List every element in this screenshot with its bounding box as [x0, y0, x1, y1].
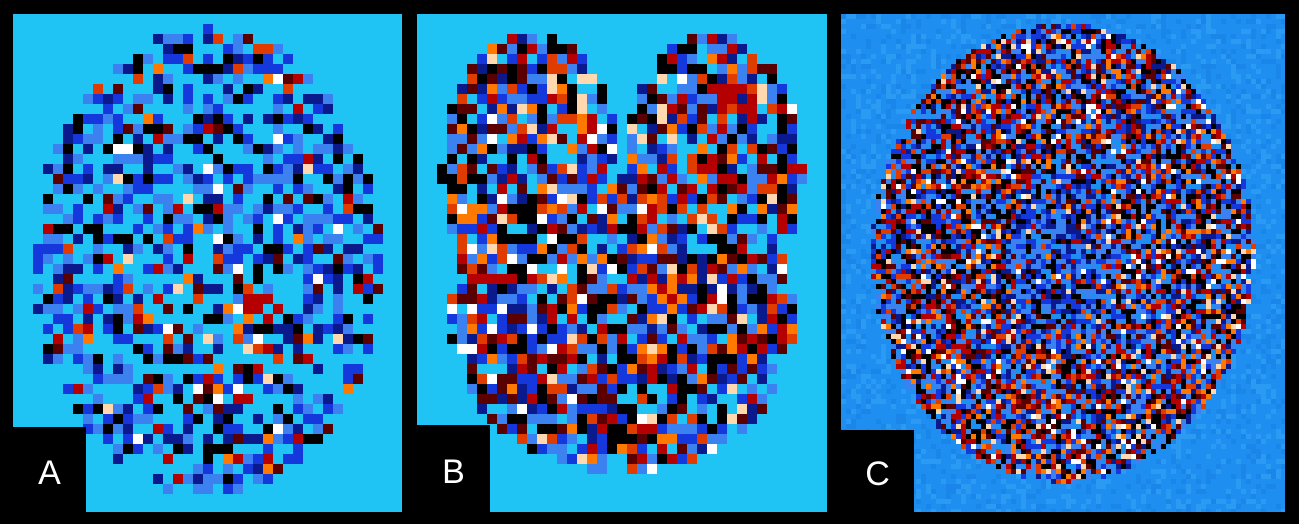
brain-map-panel-a: A: [13, 14, 402, 512]
brain-map-panel-c: C: [841, 14, 1285, 512]
panel-label-c: C: [865, 451, 890, 491]
panel-label-box-c: C: [841, 430, 914, 512]
panel-label-box-a: A: [13, 427, 86, 512]
panel-label-a: A: [38, 450, 61, 490]
brain-map-panel-b: B: [417, 14, 827, 512]
panel-label-b: B: [442, 449, 465, 489]
panel-label-box-b: B: [417, 425, 490, 512]
